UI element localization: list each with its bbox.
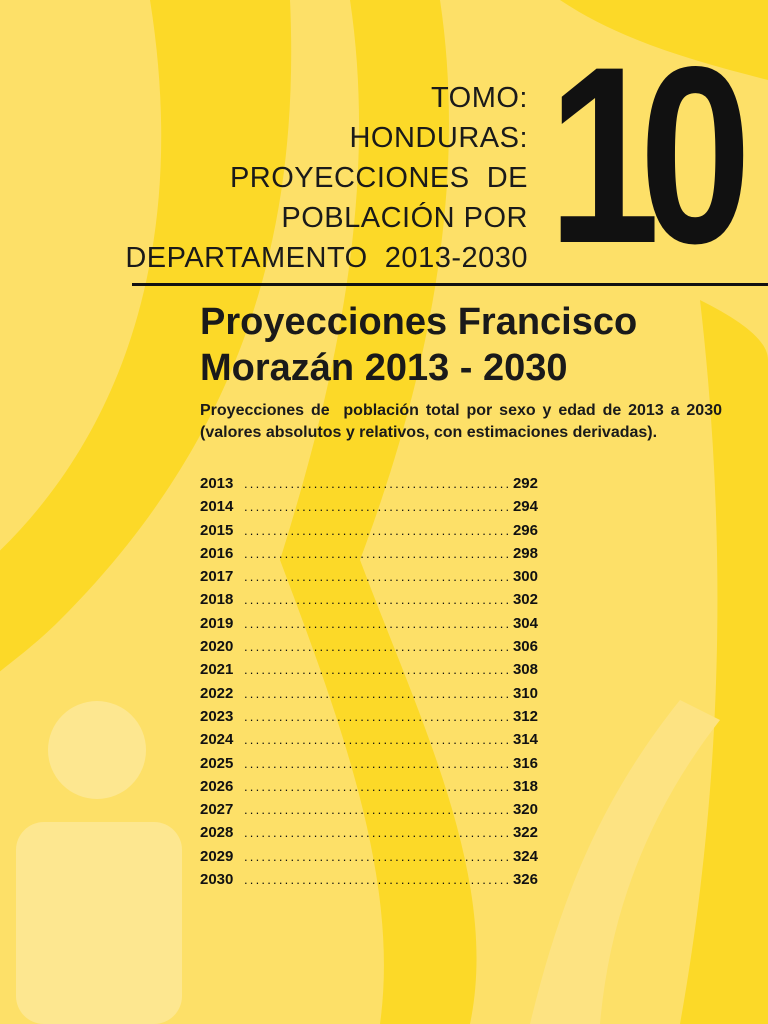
toc-entry[interactable]: 2025....................................…: [200, 752, 538, 775]
toc-page: 322: [512, 824, 538, 842]
toc-year: 2029: [200, 847, 234, 865]
toc-year: 2022: [200, 684, 234, 702]
toc-page: 308: [512, 661, 538, 679]
toc-entry[interactable]: 2021....................................…: [200, 658, 538, 681]
toc-entry[interactable]: 2014....................................…: [200, 495, 538, 518]
person-info-icon: [16, 701, 182, 1024]
toc-page: 310: [512, 684, 538, 702]
toc-entry[interactable]: 2022....................................…: [200, 682, 538, 705]
toc-entry[interactable]: 2013....................................…: [200, 472, 538, 495]
dot-leader: ........................................…: [244, 778, 511, 794]
dot-leader: ........................................…: [244, 848, 511, 864]
volume-number: 10: [548, 15, 751, 296]
dot-leader: ........................................…: [244, 732, 511, 748]
dot-leader: ........................................…: [244, 499, 511, 515]
toc-entry[interactable]: 2024....................................…: [200, 728, 538, 751]
toc-page: 312: [512, 707, 538, 725]
toc-year: 2023: [200, 707, 234, 725]
toc-page: 296: [512, 521, 538, 539]
toc-page: 304: [512, 614, 538, 632]
toc-page: 298: [512, 544, 538, 562]
toc-year: 2028: [200, 824, 234, 842]
toc-page: 302: [512, 591, 538, 609]
toc-entry[interactable]: 2026....................................…: [200, 775, 538, 798]
dot-leader: ........................................…: [244, 755, 511, 771]
toc-entry[interactable]: 2020....................................…: [200, 635, 538, 658]
swoosh-center: [280, 0, 477, 1024]
volume-heading-line: POBLACIÓN POR: [281, 202, 528, 234]
toc-year: 2024: [200, 731, 234, 749]
toc-entry[interactable]: 2030....................................…: [200, 868, 538, 891]
toc-entry[interactable]: 2028....................................…: [200, 821, 538, 844]
toc-page: 320: [512, 801, 538, 819]
toc-page: 326: [512, 871, 538, 889]
toc-year: 2015: [200, 521, 234, 539]
toc-entry[interactable]: 2027....................................…: [200, 798, 538, 821]
dot-leader: ........................................…: [244, 476, 511, 491]
dot-leader: ........................................…: [244, 662, 511, 678]
dot-leader: ........................................…: [244, 825, 511, 841]
volume-heading-line: PROYECCIONES DE: [229, 162, 528, 194]
toc-page: 324: [512, 847, 538, 865]
dot-leader: ........................................…: [244, 545, 511, 561]
dot-leader: ........................................…: [244, 872, 511, 888]
toc-page: 300: [512, 568, 538, 586]
toc-year: 2016: [200, 544, 234, 562]
dot-leader: ........................................…: [244, 802, 511, 818]
volume-heading-line: HONDURAS:: [349, 122, 528, 154]
toc-entry[interactable]: 2018....................................…: [200, 588, 538, 611]
toc-page: 306: [512, 638, 538, 656]
toc-entry[interactable]: 2015....................................…: [200, 519, 538, 542]
toc-year: 2017: [200, 568, 234, 586]
dot-leader: ........................................…: [244, 592, 511, 608]
swoosh-right: [560, 0, 768, 80]
toc-year: 2014: [200, 498, 234, 516]
toc-entry[interactable]: 2029....................................…: [200, 845, 538, 868]
toc-year: 2027: [200, 801, 234, 819]
toc-year: 2026: [200, 777, 234, 795]
toc-page: 318: [512, 777, 538, 795]
toc-page: 316: [512, 754, 538, 772]
toc-year: 2025: [200, 754, 234, 772]
volume-heading-line: DEPARTAMENTO 2013-2030: [125, 242, 528, 274]
toc-year: 2020: [200, 638, 234, 656]
dot-leader: ........................................…: [244, 685, 511, 701]
volume-heading: TOMO: HONDURAS: PROYECCIONES DE POBLACIÓ…: [125, 78, 528, 278]
page-title-line: Proyecciones Francisco: [200, 301, 638, 343]
toc-year: 2021: [200, 661, 234, 679]
volume-heading-line: TOMO:: [430, 82, 528, 114]
toc-entry[interactable]: 2023....................................…: [200, 705, 538, 728]
toc-page: 314: [512, 731, 538, 749]
dot-leader: ........................................…: [244, 615, 511, 631]
page-title-line: Morazán 2013 - 2030: [200, 347, 568, 389]
dot-leader: ........................................…: [244, 708, 511, 724]
swoosh-right-lower: [680, 300, 768, 1024]
toc-page: 292: [512, 475, 538, 492]
toc-page: 294: [512, 498, 538, 516]
page-title: Proyecciones Francisco Morazán 2013 - 20…: [200, 299, 740, 391]
toc-year: 2030: [200, 871, 234, 889]
page-subtitle: Proyecciones de población total por sexo…: [200, 402, 722, 441]
dot-leader: ........................................…: [244, 569, 511, 585]
toc-year: 2019: [200, 614, 234, 632]
toc-entry[interactable]: 2019....................................…: [200, 612, 538, 635]
toc-entry[interactable]: 2017....................................…: [200, 565, 538, 588]
swoosh-bottom-right: [530, 700, 720, 1024]
divider: [132, 283, 768, 286]
toc-entry[interactable]: 2016....................................…: [200, 542, 538, 565]
toc-year: 2013: [200, 475, 234, 492]
toc-year: 2018: [200, 591, 234, 609]
table-of-contents: 2013....................................…: [200, 472, 538, 891]
dot-leader: ........................................…: [244, 522, 511, 538]
dot-leader: ........................................…: [244, 639, 511, 655]
swoosh-left: [0, 0, 292, 672]
